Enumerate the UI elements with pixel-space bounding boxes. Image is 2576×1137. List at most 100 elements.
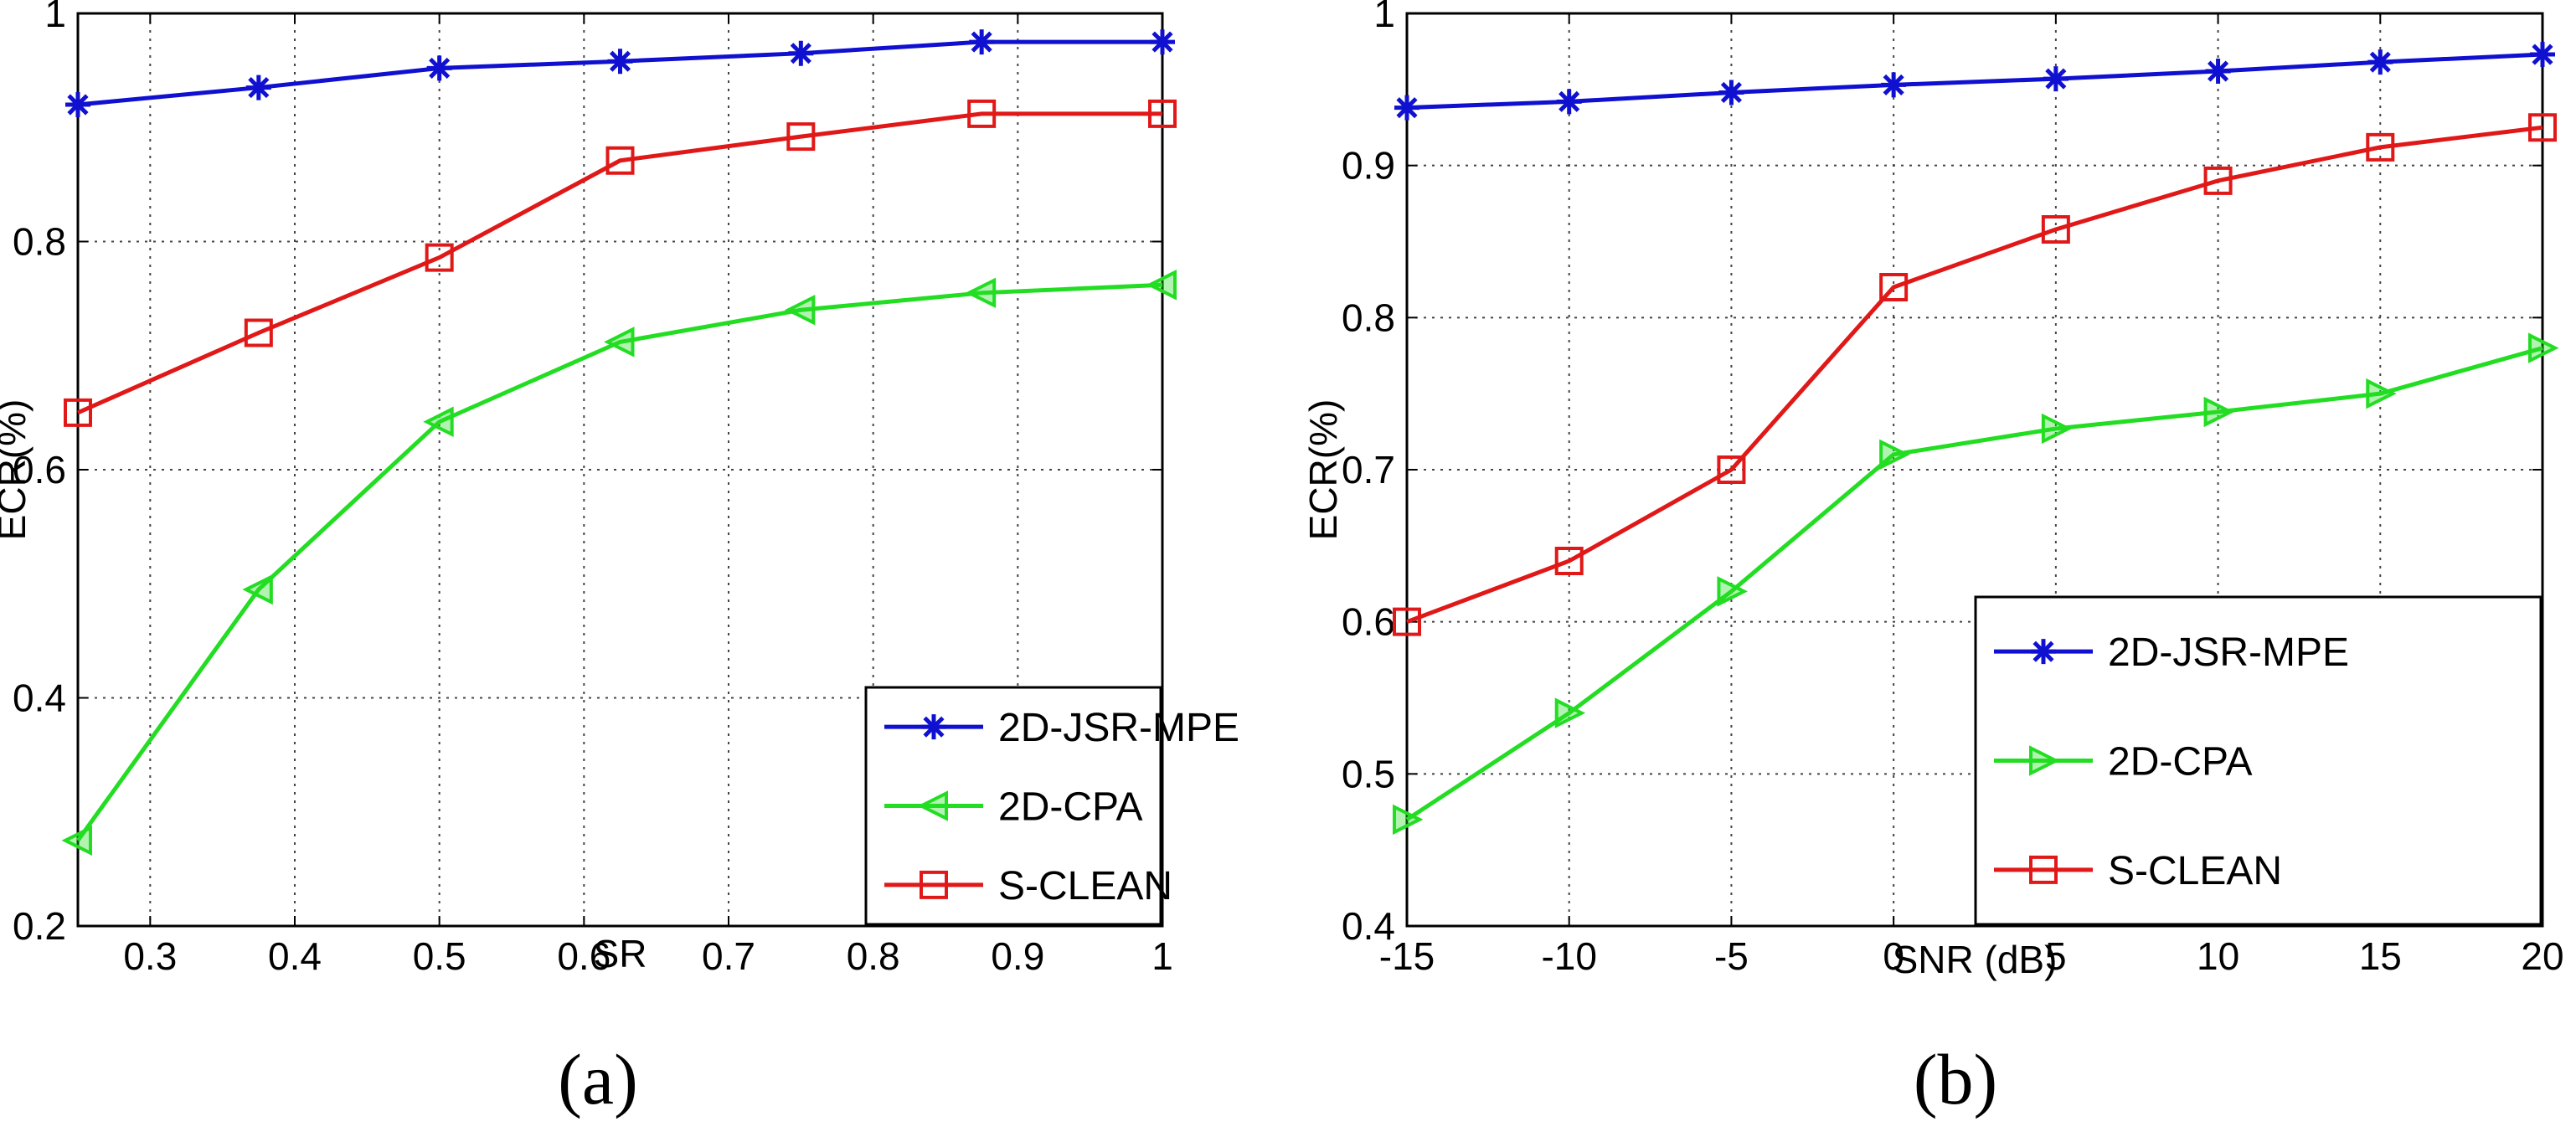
data-point-2d-cpa — [423, 406, 454, 438]
y-tick-label: 1 — [44, 0, 66, 35]
data-point-s-clean — [967, 99, 997, 128]
x-tick-label: 0.5 — [413, 934, 466, 978]
data-point-2d-jsr-mpe — [2205, 59, 2231, 85]
legend-label: 2D-JSR-MPE — [998, 706, 1239, 750]
series-line-2d-jsr-mpe — [1406, 52, 2543, 111]
data-point-2d-jsr-mpe — [2367, 49, 2393, 75]
data-point-s-clean — [244, 318, 273, 347]
legend: 2D-JSR-MPE 2D-CPA S-CLEAN — [1974, 595, 2543, 926]
legend-swatch-marker — [2029, 745, 2060, 776]
data-point-2d-jsr-mpe — [1718, 80, 1744, 105]
data-point-s-clean — [2366, 132, 2395, 162]
data-point-s-clean — [1393, 607, 1421, 636]
data-point-2d-jsr-mpe — [788, 40, 814, 66]
data-point-2d-cpa — [61, 825, 92, 857]
data-point-2d-cpa — [2203, 396, 2235, 428]
data-point-s-clean — [2041, 214, 2070, 244]
y-tick-label: 0.2 — [13, 904, 66, 948]
x-tick-label: 15 — [2359, 934, 2402, 978]
data-point-2d-jsr-mpe — [1556, 89, 1582, 115]
data-point-s-clean — [64, 398, 92, 427]
x-tick-label: 0.3 — [123, 934, 177, 978]
x-tick-label: -10 — [1541, 934, 1596, 978]
legend-label: 2D-CPA — [998, 785, 1142, 830]
data-point-2d-jsr-mpe — [1394, 95, 1419, 121]
y-tick-label: 0.8 — [13, 220, 66, 264]
data-point-2d-jsr-mpe — [2530, 42, 2555, 68]
data-point-2d-cpa — [1393, 804, 1424, 836]
panel-caption: (b) — [1914, 1039, 1997, 1119]
y-tick-label: 1 — [1373, 0, 1395, 35]
x-tick-label: -15 — [1379, 934, 1435, 978]
data-point-2d-jsr-mpe — [65, 92, 90, 117]
series-line-s-clean — [76, 111, 1162, 415]
y-tick-label: 0.9 — [1342, 144, 1395, 188]
x-tick-label: 5 — [2045, 934, 2067, 978]
data-point-s-clean — [425, 243, 454, 272]
data-point-2d-jsr-mpe — [2043, 66, 2069, 92]
data-point-s-clean — [1554, 547, 1584, 575]
y-tick-label: 0.8 — [1342, 296, 1395, 339]
data-point-2d-jsr-mpe — [426, 55, 452, 81]
legend-label: S-CLEAN — [998, 864, 1172, 908]
data-point-2d-cpa — [2366, 378, 2397, 409]
x-tick-label: 0.9 — [991, 934, 1044, 978]
legend-label: 2D-JSR-MPE — [2108, 630, 2349, 675]
x-tick-label: 10 — [2197, 934, 2239, 978]
chart-panel-b: -15 -10 -5 0 5 10 15 20 0.4 0.5 0.6 0.7 0.8 0.9 1 SNR (… — [1301, 0, 2564, 1119]
x-tick-label: -5 — [1714, 934, 1749, 978]
data-point-2d-jsr-mpe — [1150, 29, 1175, 55]
legend-swatch-marker — [2029, 855, 2058, 884]
data-point-2d-cpa — [1554, 697, 1586, 728]
x-tick-label: 0.4 — [268, 934, 322, 978]
y-tick-label: 0.6 — [13, 448, 66, 491]
y-tick-label: 0.5 — [1342, 752, 1395, 795]
data-point-s-clean — [786, 122, 816, 152]
y-axis-label: ECR(%) — [1301, 399, 1345, 541]
data-point-2d-cpa — [2528, 332, 2559, 363]
x-axis-label: SNR (dB) — [1893, 938, 2058, 981]
y-tick-label: 0.4 — [1342, 904, 1395, 948]
x-tick-label: 0.7 — [702, 934, 755, 978]
data-point-2d-cpa — [1146, 270, 1177, 301]
x-axis-label: SR — [594, 932, 647, 975]
x-tick-label: 1 — [1151, 934, 1173, 978]
y-tick-label: 0.6 — [1342, 600, 1395, 644]
y-tick-label: 0.7 — [1342, 448, 1395, 491]
legend-swatch-marker — [920, 870, 948, 899]
data-point-2d-cpa — [965, 277, 997, 309]
data-point-2d-cpa — [2041, 413, 2073, 445]
legend: 2D-JSR-MPE 2D-CPA S-CLEAN — [864, 686, 1239, 926]
data-point-2d-cpa — [1879, 439, 1910, 471]
data-point-s-clean — [2203, 166, 2233, 195]
data-point-2d-cpa — [604, 327, 635, 358]
data-point-2d-jsr-mpe — [969, 29, 995, 55]
x-tick-label: 0 — [1883, 934, 1904, 978]
series-line-s-clean — [1406, 125, 2543, 625]
data-point-2d-jsr-mpe — [245, 75, 271, 100]
legend-swatch-marker — [921, 714, 946, 740]
data-point-s-clean — [1148, 99, 1177, 128]
chart-panel-a: 0.3 0.4 0.5 0.6 0.7 0.8 0.9 1 0.2 0.4 0.6 0.8 1 SR ECR… — [0, 0, 1239, 1119]
x-tick-label: 0.8 — [847, 934, 900, 978]
series-line-2d-cpa — [75, 282, 1163, 842]
x-tick-label: 0.6 — [557, 934, 611, 978]
legend-label: S-CLEAN — [2108, 849, 2282, 893]
data-point-s-clean — [1879, 273, 1909, 301]
data-point-2d-cpa — [1717, 576, 1748, 607]
y-axis-label: ECR(%) — [0, 399, 33, 541]
data-point-2d-cpa — [242, 574, 273, 605]
data-point-2d-jsr-mpe — [607, 49, 633, 75]
data-point-2d-jsr-mpe — [1881, 72, 1907, 98]
data-point-s-clean — [1717, 455, 1746, 484]
x-tick-label: 20 — [2521, 934, 2563, 978]
y-tick-label: 0.4 — [13, 677, 66, 720]
data-point-s-clean — [605, 146, 635, 175]
data-point-s-clean — [2528, 113, 2557, 142]
panel-caption: (a) — [558, 1039, 637, 1119]
legend-label: 2D-CPA — [2108, 740, 2252, 785]
series-line-2d-cpa — [1405, 346, 2543, 821]
legend-swatch-marker — [2031, 639, 2056, 665]
data-point-2d-cpa — [784, 295, 816, 326]
